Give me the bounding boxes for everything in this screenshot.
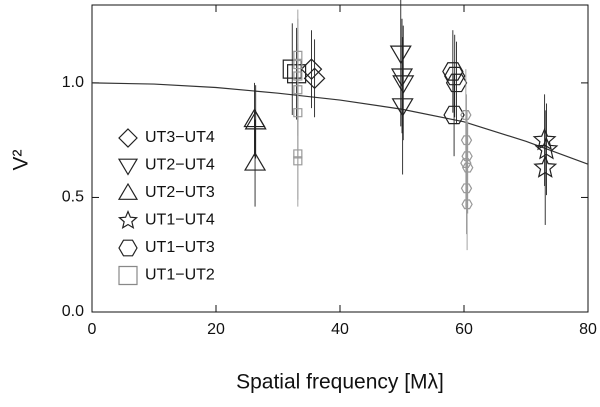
legend-label: UT1−UT4 <box>145 212 215 229</box>
marker <box>533 155 558 178</box>
x-tick-label: 20 <box>207 321 225 338</box>
legend-marker <box>117 209 139 230</box>
x-tick-label: 0 <box>88 321 97 338</box>
marker <box>444 66 466 86</box>
marker <box>293 108 303 118</box>
model-curve <box>91 82 589 165</box>
marker <box>460 158 472 169</box>
legend-marker <box>118 128 138 148</box>
marker <box>391 98 414 117</box>
marker <box>244 110 267 130</box>
x-tick-label: 80 <box>579 321 597 338</box>
marker <box>460 183 473 194</box>
marker <box>293 59 303 70</box>
marker <box>461 199 473 210</box>
y-tick-label: 0.5 <box>62 189 84 206</box>
marker <box>445 73 468 93</box>
legend-marker <box>117 182 139 200</box>
marker <box>442 62 464 81</box>
legend-label: UT2−UT4 <box>145 157 215 174</box>
marker <box>389 45 412 65</box>
marker <box>390 68 414 88</box>
marker <box>462 162 474 173</box>
marker <box>534 136 559 160</box>
marker <box>392 75 415 95</box>
marker <box>300 58 323 80</box>
marker <box>287 64 307 84</box>
legend-marker <box>118 239 138 257</box>
marker <box>460 135 473 146</box>
y-tick-label: 0.0 <box>62 303 84 320</box>
legend-label: UT1−UT2 <box>145 267 215 284</box>
marker <box>293 50 303 61</box>
marker <box>443 105 465 125</box>
legend-marker <box>117 158 139 176</box>
legend-label: UT2−UT3 <box>145 184 215 201</box>
legend-label: UT3−UT4 <box>145 129 215 146</box>
x-tick-label: 40 <box>331 321 349 338</box>
x-tick-label: 60 <box>455 321 473 338</box>
marker <box>293 156 303 166</box>
marker <box>244 151 267 171</box>
marker <box>293 71 303 81</box>
marker <box>532 127 557 151</box>
legend-label: UT1−UT3 <box>145 239 215 256</box>
legend-marker <box>118 265 138 286</box>
marker <box>293 85 303 95</box>
marker <box>303 67 326 90</box>
marker <box>460 110 472 120</box>
y-tick-label: 1.0 <box>62 74 84 91</box>
x-axis-title: Spatial frequency [Mλ] <box>236 371 444 394</box>
y-axis-title: V² <box>10 149 33 170</box>
